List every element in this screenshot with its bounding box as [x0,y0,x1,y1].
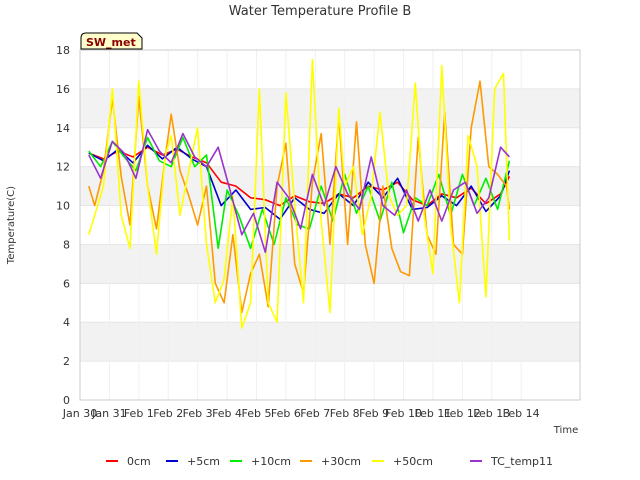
chart-title: Water Temperature Profile B [229,4,412,19]
x-tick-label: Feb 14 [503,407,540,420]
legend-label: +10cm [251,455,291,468]
y-tick-label: 2 [63,355,70,368]
x-tick-label: Feb 2 [153,407,183,420]
legend-label: +30cm [321,455,361,468]
plot-area [79,49,581,401]
y-axis-label: Temperature(C) [6,186,17,265]
x-tick-label: Feb 6 [271,407,301,420]
plot-band [80,88,580,128]
x-tick-label: Feb 1 [124,407,154,420]
legend-label: 0cm [127,455,151,468]
plot-band [80,244,580,284]
x-tick-label: Feb 7 [300,407,330,420]
series-line-30cm [88,80,511,314]
x-tick-label: Feb 12 [444,407,481,420]
series-line-TCtemp11 [88,128,510,253]
plot-band [80,322,580,362]
x-tick-label: Feb 4 [212,407,242,420]
x-tick-label: Feb 3 [183,407,213,420]
plot-bands [80,88,580,362]
x-tick-label: Feb 8 [330,407,360,420]
y-tick-label: 4 [63,316,70,329]
y-tick-label: 16 [56,83,70,96]
x-tick-label: Feb 9 [359,407,389,420]
y-tick-label: 14 [56,122,70,135]
x-tick-label: Feb 10 [385,407,422,420]
y-tick-label: 12 [56,161,70,174]
legend-label: +5cm [187,455,220,468]
x-tick-label: Jan 30 [62,407,97,420]
series-line-5cm [88,144,511,220]
series-lines [88,58,511,329]
series-line-50cm [88,58,511,329]
site-label: SW_met [86,36,136,49]
x-tick-label: Feb 11 [414,407,451,420]
y-tick-label: 18 [56,44,70,57]
y-axis-ticks: 0 2 4 6 8 10 12 14 16 18 [56,44,70,407]
y-tick-label: 8 [63,238,70,251]
legend: 0cm +5cm +10cm +30cm +50cm TC_temp11 [106,455,553,468]
y-tick-label: 0 [63,394,70,407]
x-tick-label: Feb 13 [473,407,510,420]
legend-label: +50cm [393,455,433,468]
x-axis-label: Time [553,425,578,436]
x-tick-label: Feb 5 [241,407,271,420]
x-tick-label: Jan 31 [91,407,126,420]
site-label-badge: SW_met [80,32,143,50]
y-tick-label: 10 [56,200,70,213]
y-tick-label: 6 [63,277,70,290]
legend-label: TC_temp11 [490,455,553,468]
series-line-10cm [88,136,511,250]
